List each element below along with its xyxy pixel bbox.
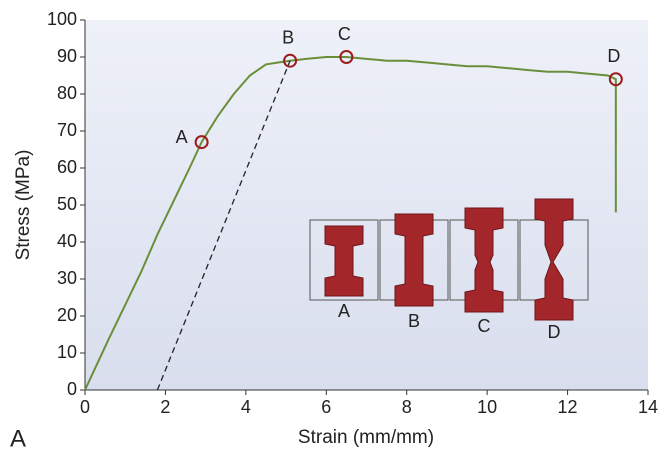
y-tick-label: 10 xyxy=(57,342,77,362)
x-tick-label: 6 xyxy=(321,397,331,417)
annotation-label: B xyxy=(282,27,294,47)
specimen-box xyxy=(309,219,379,301)
stress-strain-curve xyxy=(84,56,617,391)
x-axis-title: Strain (mm/mm) xyxy=(298,427,434,448)
y-tick-label: 0 xyxy=(67,379,77,399)
annotation-marker xyxy=(339,50,354,64)
y-tick-label: 40 xyxy=(57,231,77,251)
x-tick-label: 4 xyxy=(241,397,251,417)
y-tick-label: 50 xyxy=(57,194,77,214)
x-tick-label: 0 xyxy=(80,397,90,417)
inset-label: D xyxy=(548,322,561,342)
inset-label: B xyxy=(408,311,420,331)
y-tick-label: 90 xyxy=(57,46,77,66)
annotation-marker xyxy=(608,72,623,87)
inset-label: C xyxy=(478,316,491,336)
annotation-marker xyxy=(283,53,298,68)
x-tick-label: 14 xyxy=(638,397,658,417)
y-tick-label: 70 xyxy=(57,120,77,140)
specimen-inset xyxy=(309,198,589,321)
x-tick-label: 8 xyxy=(402,397,412,417)
annotation-label: A xyxy=(176,127,188,147)
y-axis-title: Stress (MPa) xyxy=(13,150,34,261)
specimen xyxy=(394,213,434,307)
annotation-marker xyxy=(194,135,209,150)
inset-label: A xyxy=(338,301,350,321)
x-tick-label: 2 xyxy=(160,397,170,417)
x-tick-label: 12 xyxy=(558,397,578,417)
specimen xyxy=(534,198,574,321)
y-tick-label: 30 xyxy=(57,268,77,288)
annotation-label: C xyxy=(338,24,351,44)
y-tick-label: 80 xyxy=(57,83,77,103)
unloading-line xyxy=(156,60,291,391)
panel-label: A xyxy=(10,425,26,452)
y-tick-label: 20 xyxy=(57,305,77,325)
specimen xyxy=(324,225,364,297)
y-tick-label: 100 xyxy=(47,9,77,29)
specimen xyxy=(464,207,504,313)
x-tick-label: 10 xyxy=(477,397,497,417)
annotation-label: D xyxy=(607,46,620,66)
y-tick-label: 60 xyxy=(57,157,77,177)
